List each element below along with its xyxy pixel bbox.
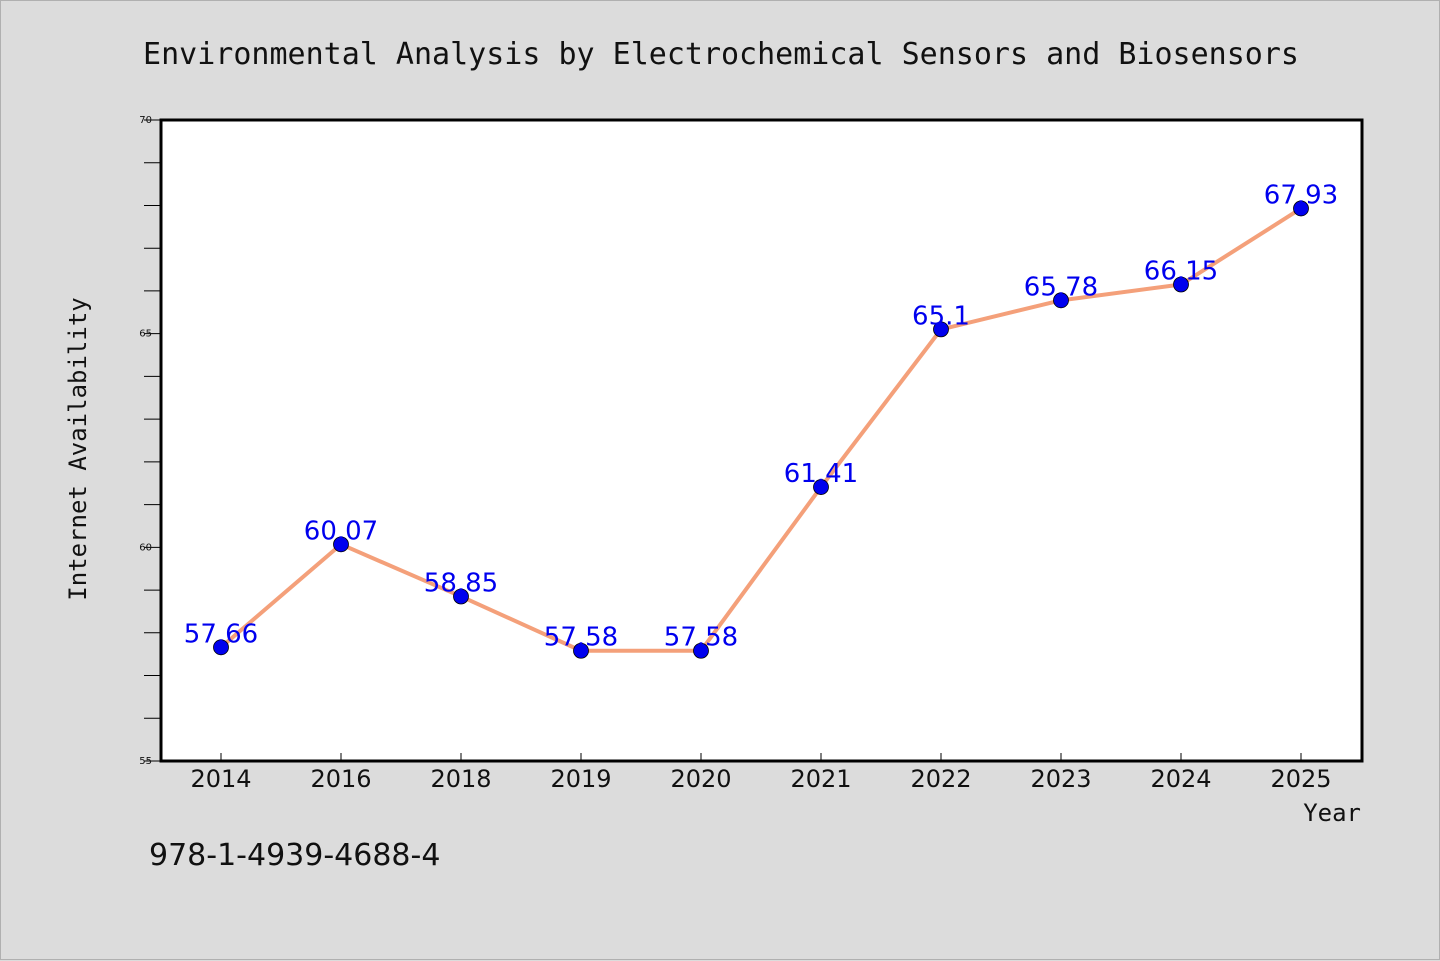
- data-point: [333, 536, 349, 553]
- x-tick-label: 2016: [310, 765, 371, 793]
- data-point: [1173, 276, 1189, 293]
- data-label: 60.07: [304, 516, 378, 546]
- series-layer: 57.66 60.07 58.85 57.58 57.58 61.41 65.1 65.78 6…: [184, 180, 1338, 659]
- y-axis-label: Internet Availability: [64, 297, 92, 600]
- x-tick-label: 2020: [670, 765, 731, 793]
- plot-area: [159, 118, 1364, 763]
- data-point: [1053, 292, 1069, 309]
- y-axis: 55 60 65 70: [139, 115, 161, 767]
- data-label: 57.66: [184, 619, 258, 649]
- data-label: 57.58: [664, 623, 738, 653]
- x-tick-label: 2024: [1150, 765, 1211, 793]
- data-point: [813, 479, 829, 495]
- data-point: [1293, 200, 1309, 217]
- y-tick-label: 70: [139, 115, 152, 126]
- data-label: 65.78: [1024, 272, 1098, 302]
- data-point: [453, 588, 469, 605]
- x-tick-label: 2021: [790, 765, 851, 793]
- data-label: 57.58: [544, 623, 618, 653]
- x-tick-label: 2019: [550, 765, 611, 793]
- data-label: 65.1: [912, 301, 970, 331]
- data-label: 67.93: [1264, 180, 1338, 210]
- chart-title: Environmental Analysis by Electrochemica…: [143, 37, 1299, 72]
- x-tick-label: 2014: [190, 765, 251, 793]
- isbn-text: 978-1-4939-4688-4: [149, 838, 440, 873]
- x-tick-label: 2025: [1270, 765, 1331, 793]
- x-axis-label: Year: [1303, 799, 1361, 827]
- data-point: [213, 639, 229, 656]
- data-label: 61.41: [784, 459, 858, 489]
- data-label: 66.15: [1144, 257, 1218, 287]
- x-tick-label: 2023: [1030, 765, 1091, 793]
- x-tick-label: 2022: [910, 765, 971, 793]
- data-point: [573, 642, 589, 659]
- x-tick-label: 2018: [430, 765, 491, 793]
- data-point: [933, 321, 949, 338]
- y-tick-label: 65: [139, 329, 152, 340]
- series-line: [219, 206, 1303, 653]
- y-tick-label: 55: [139, 756, 152, 767]
- data-point: [693, 642, 709, 659]
- data-label: 58.85: [424, 568, 498, 598]
- y-tick-label: 60: [139, 542, 152, 553]
- x-axis: 2014 2016 2018 2019 2020 2021 2022 2023 2024 2025: [190, 753, 1332, 793]
